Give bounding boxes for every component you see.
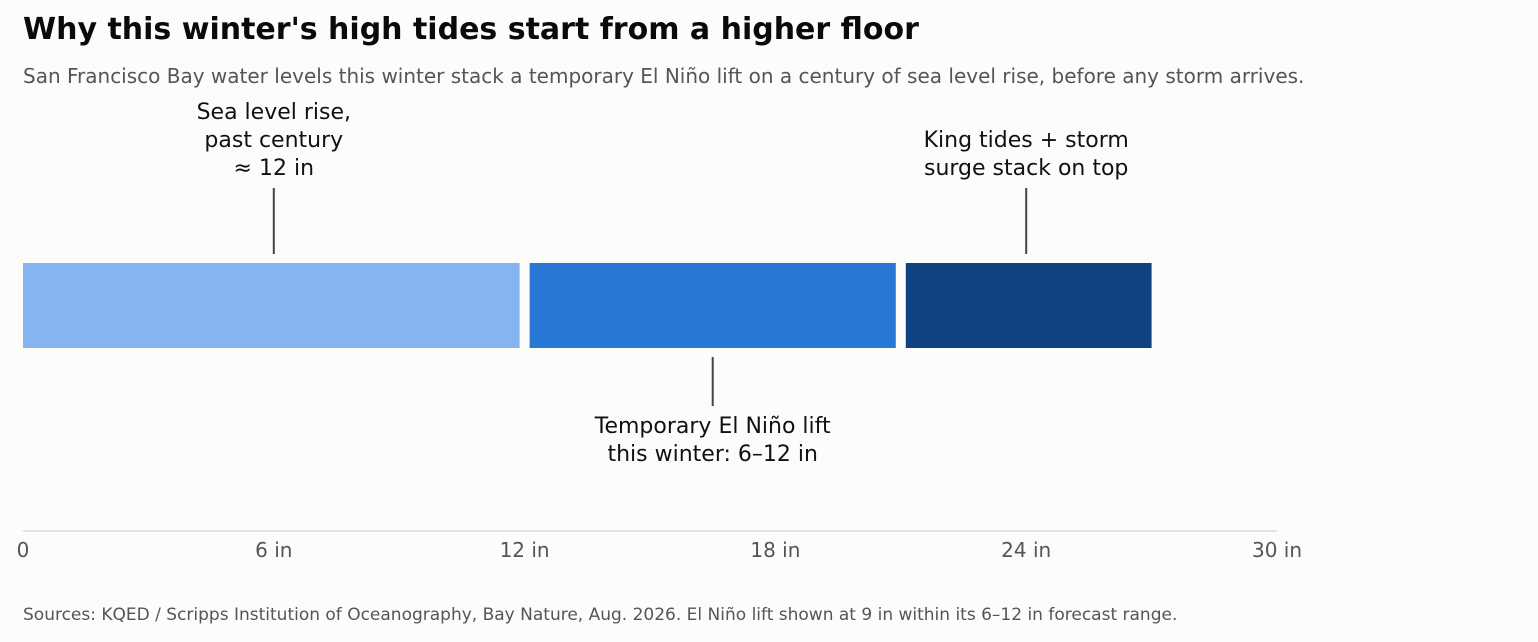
bar-segment xyxy=(529,263,896,348)
chart-title: Why this winter's high tides start from … xyxy=(23,12,919,47)
x-tick-label: 30 in xyxy=(1252,538,1302,562)
segment-annotation: King tides + storm surge stack on top xyxy=(924,128,1129,181)
segment-annotation: Temporary El Niño lift this winter: 6–12 … xyxy=(594,414,831,467)
chart-footer: Sources: KQED / Scripps Institution of O… xyxy=(23,605,1178,625)
x-tick-label: 24 in xyxy=(1001,538,1051,562)
x-tick-label: 18 in xyxy=(750,538,800,562)
bar-segment xyxy=(23,263,520,348)
x-tick-label: 0 xyxy=(17,538,30,562)
chart-subtitle: San Francisco Bay water levels this wint… xyxy=(23,64,1305,88)
x-tick-label: 12 in xyxy=(500,538,550,562)
x-tick-label: 6 in xyxy=(255,538,292,562)
segment-annotation: Sea level rise, past century ≈ 12 in xyxy=(197,100,351,181)
bar-segment xyxy=(905,263,1152,348)
